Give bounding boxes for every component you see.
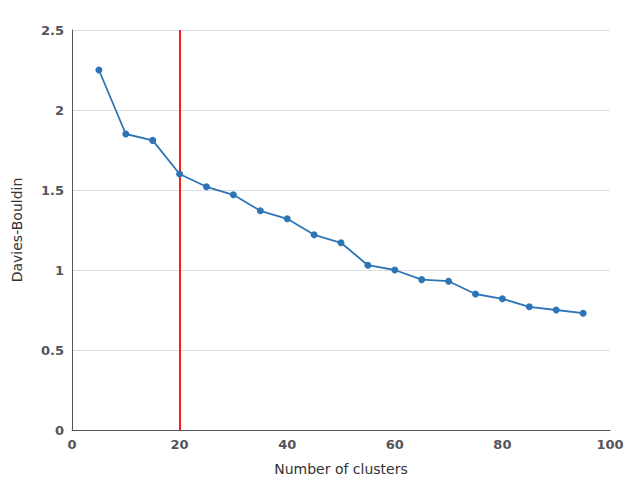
svg-text:1.5: 1.5 [41,183,64,198]
svg-text:2.5: 2.5 [41,23,64,38]
svg-text:100: 100 [596,437,623,452]
svg-text:0: 0 [55,423,64,438]
svg-text:0.5: 0.5 [41,343,64,358]
svg-text:Number of clusters: Number of clusters [274,461,408,477]
svg-text:2: 2 [55,103,64,118]
svg-text:Davies-Bouldin: Davies-Bouldin [9,178,25,283]
svg-text:80: 80 [493,437,511,452]
svg-text:0: 0 [67,437,76,452]
svg-text:1: 1 [55,263,64,278]
svg-text:40: 40 [278,437,296,452]
svg-text:60: 60 [386,437,404,452]
svg-text:20: 20 [171,437,189,452]
